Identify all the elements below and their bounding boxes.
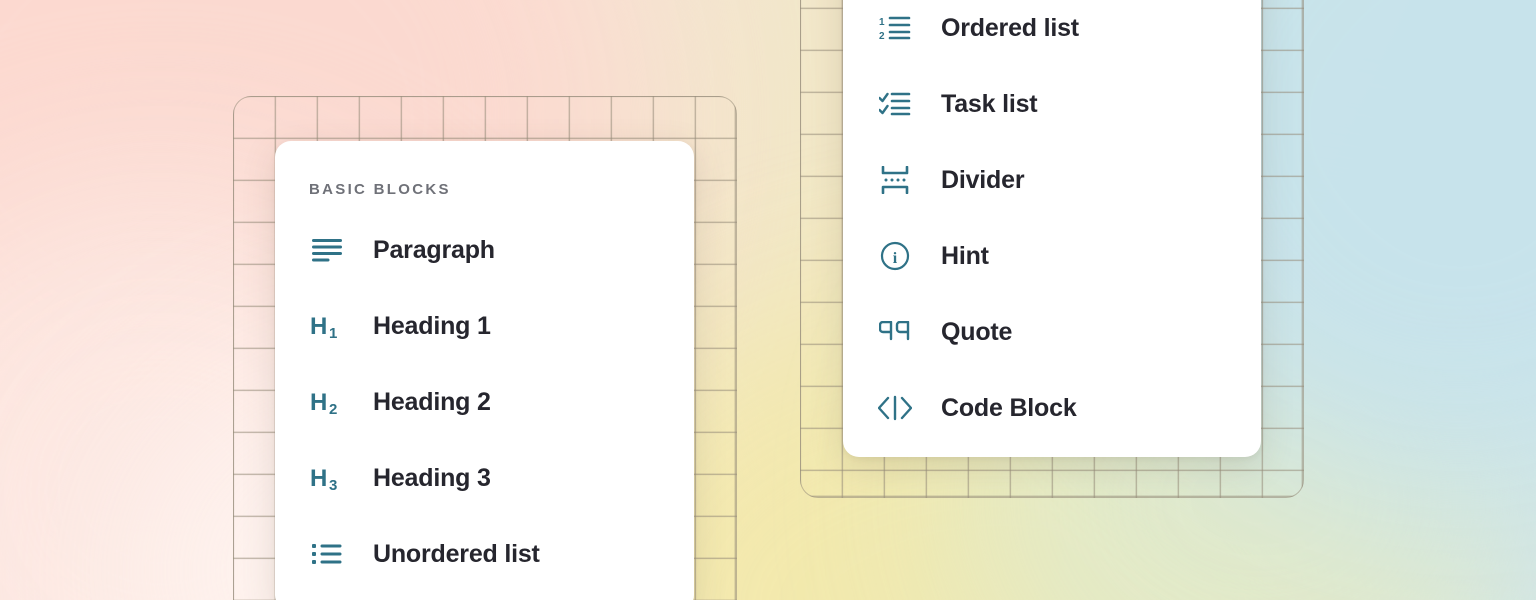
heading-icon-letter: H [310, 313, 327, 340]
menu-item-label: Code Block [941, 393, 1077, 422]
quote-marks-icon [877, 314, 913, 350]
menu-item-hint[interactable]: i Hint [843, 218, 1261, 294]
menu-item-quote[interactable]: Quote [843, 294, 1261, 370]
menu-item-label: Quote [941, 317, 1013, 346]
menu-item-paragraph[interactable]: Paragraph [275, 212, 694, 288]
task-list-icon [877, 86, 913, 122]
menu-item-heading-2[interactable]: H 2 Heading 2 [275, 364, 694, 440]
basic-blocks-menu-list: Paragraph H 1 Heading 1 H 2 [275, 198, 694, 592]
code-angle-brackets-icon [877, 390, 913, 426]
more-blocks-menu-panel: 1 2 Ordered list [843, 0, 1261, 457]
menu-item-label: Hint [941, 241, 989, 270]
menu-item-label: Divider [941, 165, 1025, 194]
bulleted-list-icon [309, 536, 345, 572]
ordered-list-number-2: 2 [879, 31, 885, 41]
menu-item-label: Heading 1 [373, 311, 491, 340]
heading-2-icon: H 2 [309, 384, 345, 420]
menu-item-heading-3[interactable]: H 3 Heading 3 [275, 440, 694, 516]
heading-icon-number: 2 [329, 401, 337, 417]
menu-item-label: Unordered list [373, 539, 540, 568]
menu-item-label: Heading 2 [373, 387, 491, 416]
heading-icon-letter: H [310, 389, 327, 416]
menu-item-label: Task list [941, 89, 1038, 118]
menu-item-label: Ordered list [941, 13, 1079, 42]
heading-3-icon: H 3 [309, 460, 345, 496]
heading-icon-number: 3 [329, 477, 337, 493]
heading-icon-number: 1 [329, 325, 337, 341]
info-circle-icon: i [877, 238, 913, 274]
more-blocks-menu-list: 1 2 Ordered list [843, 0, 1261, 446]
paragraph-lines-icon [309, 232, 345, 268]
divider-icon [877, 162, 913, 198]
basic-blocks-menu-panel: BASIC BLOCKS Paragraph [275, 141, 694, 600]
section-label-basic-blocks: BASIC BLOCKS [309, 181, 451, 198]
menu-item-label: Heading 3 [373, 463, 491, 492]
menu-item-heading-1[interactable]: H 1 Heading 1 [275, 288, 694, 364]
menu-item-label: Paragraph [373, 235, 495, 264]
numbered-list-icon: 1 2 [877, 10, 913, 46]
menu-item-divider[interactable]: Divider [843, 142, 1261, 218]
menu-item-task-list[interactable]: Task list [843, 66, 1261, 142]
menu-item-unordered-list[interactable]: Unordered list [275, 516, 694, 592]
heading-1-icon: H 1 [309, 308, 345, 344]
heading-icon-letter: H [310, 465, 327, 492]
menu-item-ordered-list[interactable]: 1 2 Ordered list [843, 0, 1261, 66]
info-icon-glyph: i [893, 250, 898, 267]
menu-item-code-block[interactable]: Code Block [843, 370, 1261, 446]
ordered-list-number-1: 1 [879, 17, 885, 28]
